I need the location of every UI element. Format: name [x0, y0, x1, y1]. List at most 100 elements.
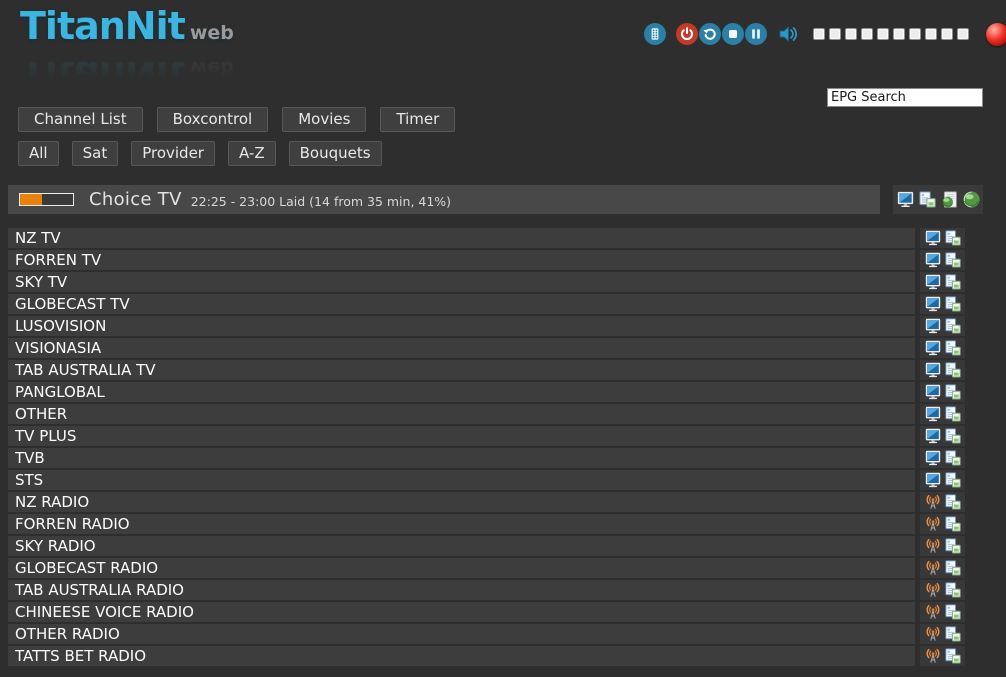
- channel-row: OTHER RADIO: [8, 624, 965, 644]
- volume-segment[interactable]: [861, 28, 873, 40]
- remote-icon[interactable]: [644, 23, 666, 45]
- filter-az-button[interactable]: A-Z: [227, 141, 276, 166]
- stream-pages-icon[interactable]: [944, 274, 961, 290]
- channel-name[interactable]: OTHER: [8, 404, 915, 424]
- stream-pages-icon[interactable]: [944, 626, 961, 642]
- stream-pages-icon[interactable]: [944, 384, 961, 400]
- stream-pages-icon[interactable]: [944, 362, 961, 378]
- filter-bouquets-button[interactable]: Bouquets: [288, 141, 382, 166]
- radio-antenna-icon[interactable]: [925, 604, 941, 620]
- channel-actions: [920, 624, 965, 644]
- channel-actions: [920, 316, 965, 336]
- stop-icon[interactable]: [722, 23, 744, 45]
- channel-row: NZ TV: [8, 228, 965, 248]
- tv-screen-icon[interactable]: [925, 406, 941, 422]
- stream-pages-icon[interactable]: [944, 296, 961, 312]
- radio-antenna-icon[interactable]: [925, 516, 941, 532]
- channel-name[interactable]: NZ RADIO: [8, 492, 915, 512]
- channel-name[interactable]: CHINEESE VOICE RADIO: [8, 602, 915, 622]
- nav-channel-list-button[interactable]: Channel List: [18, 107, 143, 132]
- tv-screen-icon[interactable]: [925, 230, 941, 246]
- channel-name[interactable]: SKY RADIO: [8, 536, 915, 556]
- radio-antenna-icon[interactable]: [925, 648, 941, 664]
- channel-name[interactable]: TAB AUSTRALIA RADIO: [8, 580, 915, 600]
- radio-antenna-icon[interactable]: [925, 560, 941, 576]
- channel-actions: [920, 536, 965, 556]
- stream-pages-icon[interactable]: [944, 538, 961, 554]
- epg-search-input[interactable]: [827, 88, 983, 107]
- channel-name[interactable]: SKY TV: [8, 272, 915, 292]
- tv-screen-icon[interactable]: [925, 318, 941, 334]
- globe-icon[interactable]: [963, 191, 980, 208]
- tv-screen-icon[interactable]: [925, 274, 941, 290]
- channel-name[interactable]: TAB AUSTRALIA TV: [8, 360, 915, 380]
- stream-pages-icon[interactable]: [944, 428, 961, 444]
- volume-segment[interactable]: [877, 28, 889, 40]
- channel-name[interactable]: OTHER RADIO: [8, 624, 915, 644]
- nav-movies-button[interactable]: Movies: [282, 107, 367, 132]
- epg-document-globe-icon[interactable]: [941, 191, 958, 208]
- volume-segment[interactable]: [925, 28, 937, 40]
- tv-screen-icon[interactable]: [925, 384, 941, 400]
- tv-screen-icon[interactable]: [925, 472, 941, 488]
- radio-antenna-icon[interactable]: [925, 582, 941, 598]
- stream-pages-icon[interactable]: [944, 230, 961, 246]
- pause-icon[interactable]: [745, 23, 767, 45]
- top-toolbar: [644, 22, 1006, 46]
- channel-name[interactable]: STS: [8, 470, 915, 490]
- stream-pages-icon[interactable]: [944, 604, 961, 620]
- stream-pages-icon[interactable]: [944, 516, 961, 532]
- stream-pages-icon[interactable]: [944, 560, 961, 576]
- volume-segment[interactable]: [813, 28, 825, 40]
- power-icon[interactable]: [676, 23, 698, 45]
- channel-name[interactable]: TV PLUS: [8, 426, 915, 446]
- channel-row: TVB: [8, 448, 965, 468]
- tv-screen-icon[interactable]: [897, 191, 914, 208]
- radio-antenna-icon[interactable]: [925, 626, 941, 642]
- volume-segment[interactable]: [941, 28, 953, 40]
- tv-screen-icon[interactable]: [925, 252, 941, 268]
- volume-segment[interactable]: [845, 28, 857, 40]
- volume-segment[interactable]: [957, 28, 969, 40]
- tv-screen-icon[interactable]: [925, 362, 941, 378]
- filter-sat-button[interactable]: Sat: [71, 141, 119, 166]
- tv-screen-icon[interactable]: [925, 340, 941, 356]
- volume-segment[interactable]: [829, 28, 841, 40]
- refresh-icon[interactable]: [699, 23, 721, 45]
- volume-segment[interactable]: [893, 28, 905, 40]
- filter-all-button[interactable]: All: [18, 141, 59, 166]
- progress-fill: [20, 194, 42, 205]
- channel-name[interactable]: GLOBECAST RADIO: [8, 558, 915, 578]
- channel-name[interactable]: PANGLOBAL: [8, 382, 915, 402]
- channel-list: NZ TV FORREN TV: [8, 228, 965, 668]
- stream-pages-icon[interactable]: [944, 494, 961, 510]
- channel-name[interactable]: GLOBECAST TV: [8, 294, 915, 314]
- nav-timer-button[interactable]: Timer: [380, 107, 456, 132]
- channel-name[interactable]: FORREN TV: [8, 250, 915, 270]
- stream-pages-icon[interactable]: [918, 191, 936, 208]
- stream-pages-icon[interactable]: [944, 582, 961, 598]
- nav-boxcontrol-button[interactable]: Boxcontrol: [156, 107, 269, 132]
- stream-pages-icon[interactable]: [944, 648, 961, 664]
- stream-pages-icon[interactable]: [944, 472, 961, 488]
- radio-antenna-icon[interactable]: [925, 494, 941, 510]
- volume-segment[interactable]: [909, 28, 921, 40]
- filter-provider-button[interactable]: Provider: [131, 141, 215, 166]
- tv-screen-icon[interactable]: [925, 450, 941, 466]
- stream-pages-icon[interactable]: [944, 406, 961, 422]
- channel-name[interactable]: NZ TV: [8, 228, 915, 248]
- radio-antenna-icon[interactable]: [925, 538, 941, 554]
- stream-pages-icon[interactable]: [944, 450, 961, 466]
- speaker-icon[interactable]: [777, 22, 803, 46]
- channel-name[interactable]: LUSOVISION: [8, 316, 915, 336]
- channel-name[interactable]: TVB: [8, 448, 915, 468]
- stream-pages-icon[interactable]: [944, 318, 961, 334]
- channel-row: NZ RADIO: [8, 492, 965, 512]
- stream-pages-icon[interactable]: [944, 340, 961, 356]
- channel-name[interactable]: TATTS BET RADIO: [8, 646, 915, 666]
- channel-name[interactable]: FORREN RADIO: [8, 514, 915, 534]
- stream-pages-icon[interactable]: [944, 252, 961, 268]
- channel-name[interactable]: VISIONASIA: [8, 338, 915, 358]
- tv-screen-icon[interactable]: [925, 428, 941, 444]
- tv-screen-icon[interactable]: [925, 296, 941, 312]
